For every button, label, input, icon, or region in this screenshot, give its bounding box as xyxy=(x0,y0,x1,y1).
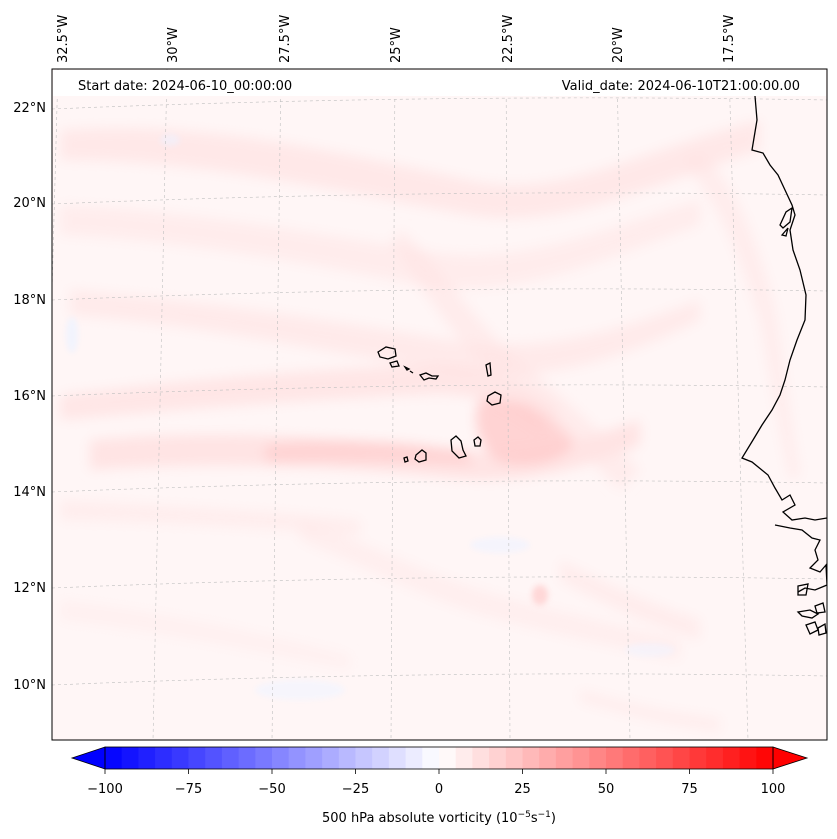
lon-label-27-5w: 27.5°W xyxy=(278,15,293,63)
colorbar-label: 500 hPa absolute vorticity (10−5s−1) xyxy=(322,810,556,826)
colorbar-segment xyxy=(455,747,473,769)
cbar-tick-label: −25 xyxy=(342,782,369,797)
colorbar-segment xyxy=(672,747,690,769)
lon-label-17-5w: 17.5°W xyxy=(722,15,737,63)
cape-verde-islands xyxy=(377,346,502,463)
valid-date-label: Valid_date: 2024-06-10T21:00:00.00 xyxy=(562,79,800,94)
vorticity-field-shading xyxy=(60,120,800,732)
colorbar-segment xyxy=(121,747,139,769)
colorbar: −100 −75 −50 −25 0 25 50 75 100 500 hPa … xyxy=(70,746,809,826)
lat-label-22n: 22°N xyxy=(13,101,46,116)
lat-label-16n: 16°N xyxy=(13,389,46,404)
lat-label-20n: 20°N xyxy=(13,196,46,211)
colorbar-segments xyxy=(105,747,774,769)
colorbar-segment xyxy=(472,747,490,769)
colorbar-segment xyxy=(238,747,256,769)
cbar-tick-label: 25 xyxy=(514,782,531,797)
cbar-tick-label: 75 xyxy=(681,782,698,797)
colorbar-segment xyxy=(205,747,223,769)
colorbar-segment xyxy=(355,747,373,769)
cbar-tick-label: −50 xyxy=(258,782,285,797)
colorbar-segment xyxy=(622,747,640,769)
map-area[interactable] xyxy=(40,68,828,741)
lat-label-12n: 12°N xyxy=(13,581,46,596)
colorbar-segment xyxy=(305,747,323,769)
colorbar-segment xyxy=(489,747,507,769)
colorbar-segment xyxy=(405,747,423,769)
colorbar-max-extend xyxy=(772,746,809,770)
colorbar-min-extend xyxy=(70,746,106,770)
colorbar-segment xyxy=(105,747,123,769)
colorbar-segment xyxy=(372,747,390,769)
lon-label-25w: 25°W xyxy=(389,27,404,63)
lat-label-10n: 10°N xyxy=(13,678,46,693)
colorbar-segment xyxy=(572,747,590,769)
colorbar-segment xyxy=(188,747,206,769)
colorbar-segment xyxy=(322,747,340,769)
cbar-tick-label: 100 xyxy=(761,782,786,797)
colorbar-segment xyxy=(689,747,707,769)
colorbar-segment xyxy=(221,747,239,769)
cbar-tick-label: −100 xyxy=(87,782,123,797)
start-date-label: Start date: 2024-06-10_00:00:00 xyxy=(78,79,292,94)
colorbar-segment xyxy=(656,747,674,769)
colorbar-segment xyxy=(138,747,156,769)
colorbar-segment xyxy=(589,747,607,769)
lon-label-32-5w: 32.5°W xyxy=(56,15,71,63)
graticule-grid xyxy=(52,69,827,740)
colorbar-segment xyxy=(288,747,306,769)
colorbar-segment xyxy=(606,747,624,769)
colorbar-segment xyxy=(756,747,774,769)
header-box xyxy=(53,70,826,96)
coastline xyxy=(741,95,827,636)
colorbar-segment xyxy=(722,747,740,769)
colorbar-segment xyxy=(155,747,173,769)
colorbar-segment xyxy=(338,747,356,769)
lat-label-14n: 14°N xyxy=(13,485,46,500)
lon-label-22-5w: 22.5°W xyxy=(501,15,516,63)
cbar-tick-label: −75 xyxy=(175,782,202,797)
longitude-axis-labels: 32.5°W 30°W 27.5°W 25°W 22.5°W 20°W 17.5… xyxy=(56,15,737,63)
colorbar-segment xyxy=(171,747,189,769)
cbar-tick-label: 0 xyxy=(435,782,443,797)
colorbar-tick-labels: −100 −75 −50 −25 0 25 50 75 100 xyxy=(87,782,785,797)
latitude-axis-labels: 22°N 20°N 18°N 16°N 14°N 12°N 10°N xyxy=(13,101,46,693)
lon-label-30w: 30°W xyxy=(166,27,181,63)
lat-label-18n: 18°N xyxy=(13,293,46,308)
lon-label-20w: 20°W xyxy=(611,27,626,63)
colorbar-segment xyxy=(388,747,406,769)
colorbar-segment xyxy=(255,747,273,769)
colorbar-segment xyxy=(522,747,540,769)
cbar-tick-label: 50 xyxy=(598,782,615,797)
colorbar-segment xyxy=(555,747,573,769)
colorbar-segment xyxy=(739,747,757,769)
map-frame xyxy=(51,68,828,741)
colorbar-segment xyxy=(539,747,557,769)
colorbar-ticks xyxy=(104,769,774,774)
colorbar-segment xyxy=(422,747,440,769)
colorbar-segment xyxy=(272,747,290,769)
colorbar-segment xyxy=(505,747,523,769)
colorbar-segment xyxy=(639,747,657,769)
colorbar-segment xyxy=(706,747,724,769)
colorbar-segment xyxy=(439,747,457,769)
